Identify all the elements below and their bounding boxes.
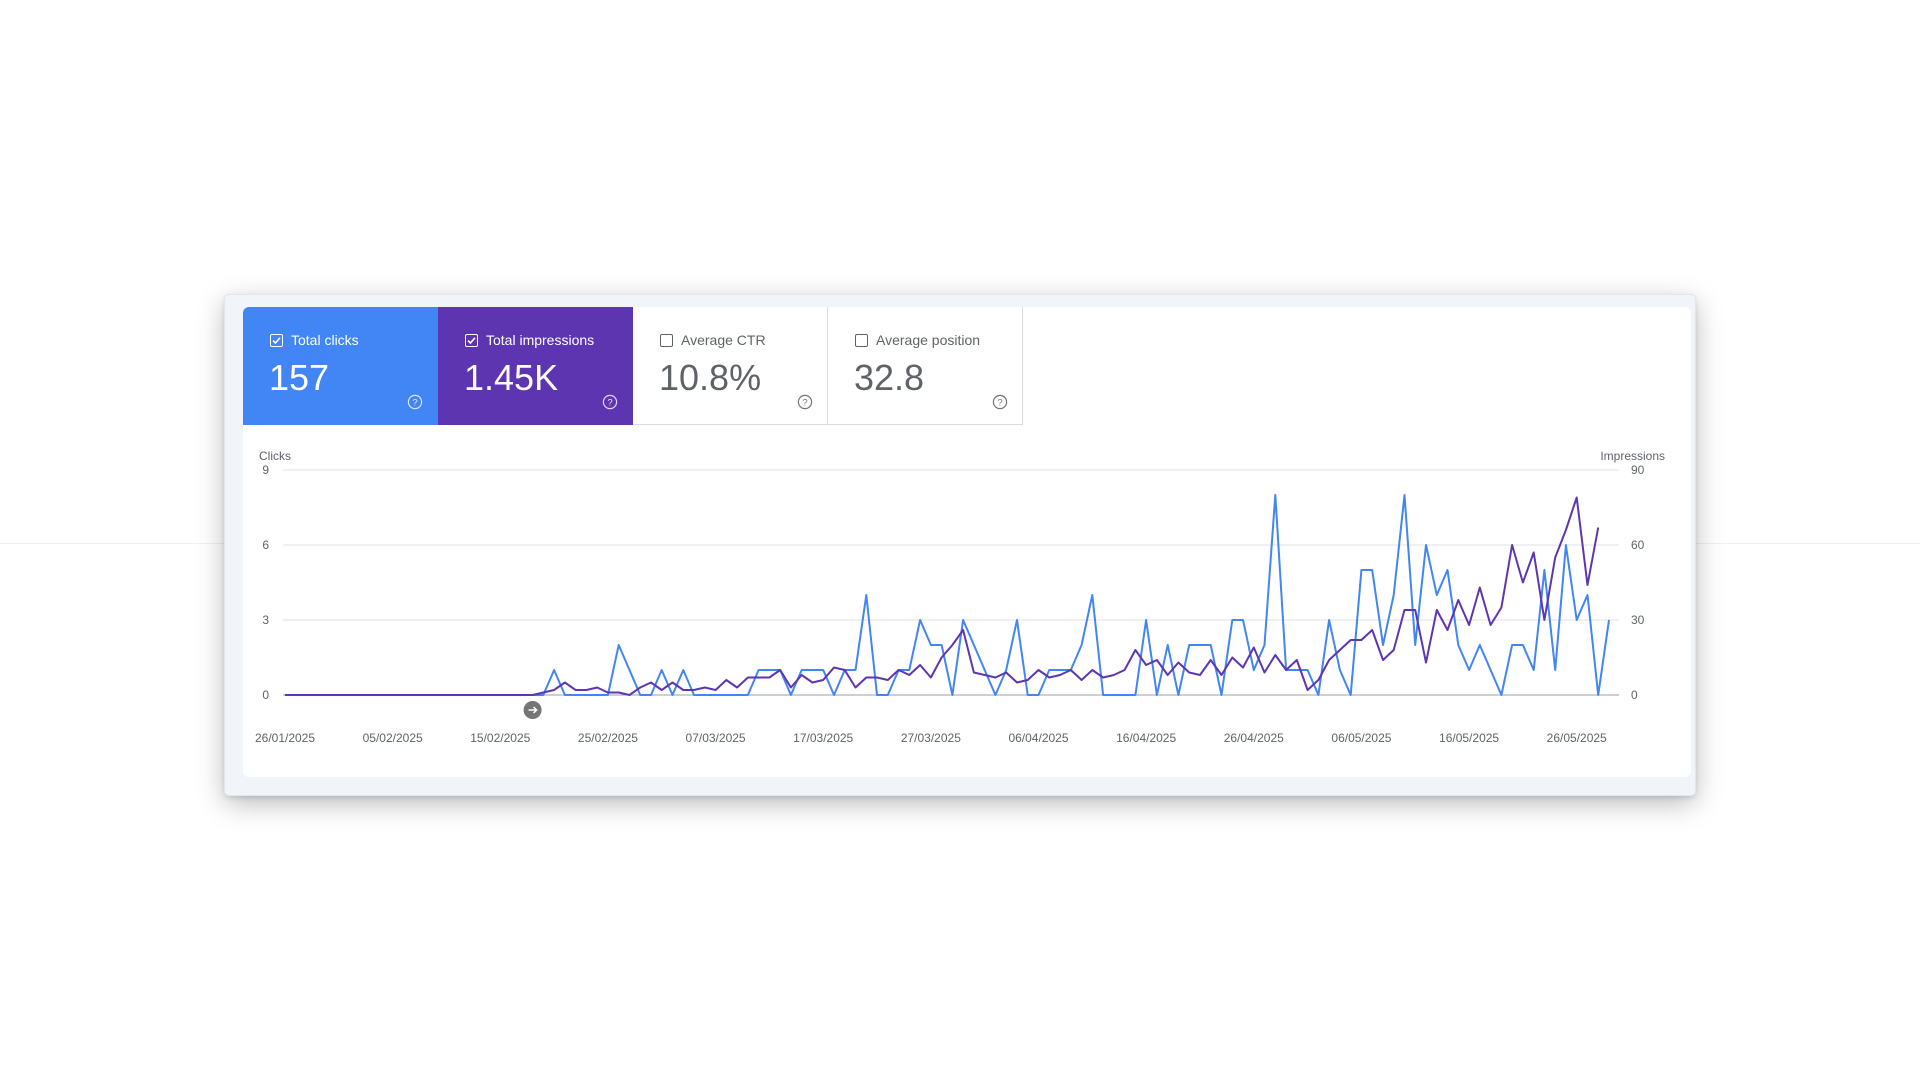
x-tick-label: 06/05/2025 — [1331, 731, 1391, 745]
x-tick-label: 26/04/2025 — [1224, 731, 1284, 745]
checkbox-icon[interactable] — [660, 334, 673, 347]
chart-lines — [285, 494, 1610, 696]
svg-text:?: ? — [607, 397, 612, 408]
help-circle-icon[interactable]: ? — [407, 394, 423, 410]
y-left-ticks: 0 3 6 9 — [262, 463, 269, 702]
checkbox-icon[interactable] — [270, 334, 283, 347]
chart-annotation[interactable] — [523, 701, 542, 719]
y-right-tick-label: 60 — [1631, 538, 1645, 552]
tile-label: Total clicks — [291, 332, 359, 348]
performance-chart: Clicks Impressions 0 3 6 9 0 30 60 90 26/01/20… — [255, 449, 1665, 745]
tile-value: 32.8 — [854, 357, 925, 398]
y-right-tick-label: 0 — [1631, 688, 1638, 702]
tile-value: 10.8% — [659, 357, 762, 398]
chart-grid — [283, 469, 1619, 696]
tile-label: Total impressions — [486, 332, 595, 348]
x-tick-label: 25/02/2025 — [578, 731, 638, 745]
tile-average-ctr[interactable]: Average CTR 10.8% ? — [633, 307, 828, 425]
impressions-series-line — [285, 496, 1600, 696]
tile-value: 157 — [269, 357, 330, 398]
clicks-series-line — [285, 494, 1610, 696]
tile-label: Average position — [876, 332, 981, 348]
x-tick-label: 27/03/2025 — [901, 731, 961, 745]
help-circle-icon[interactable]: ? — [602, 394, 618, 410]
help-circle-icon[interactable]: ? — [992, 394, 1008, 410]
x-axis-ticks: 26/01/2025 05/02/2025 15/02/2025 25/02/2025… — [255, 731, 1607, 745]
y-right-axis-title: Impressions — [1600, 449, 1665, 463]
y-left-tick-label: 9 — [262, 463, 269, 477]
x-tick-label: 16/04/2025 — [1116, 731, 1176, 745]
tile-label: Average CTR — [681, 332, 766, 348]
tile-total-impressions[interactable]: Total impressions 1.45K ? — [438, 307, 633, 425]
x-tick-label: 26/05/2025 — [1547, 731, 1607, 745]
svg-text:?: ? — [412, 397, 417, 408]
x-tick-label: 26/01/2025 — [255, 731, 315, 745]
tile-value: 1.45K — [464, 357, 559, 398]
x-tick-label: 16/05/2025 — [1439, 731, 1499, 745]
arrow-glyph — [528, 706, 538, 714]
y-right-ticks: 0 30 60 90 — [1631, 463, 1645, 702]
svg-text:?: ? — [997, 397, 1002, 408]
y-right-tick-label: 90 — [1631, 463, 1645, 477]
tile-total-clicks[interactable]: Total clicks 157 ? — [243, 307, 438, 425]
x-tick-label: 06/04/2025 — [1008, 731, 1068, 745]
x-tick-label: 05/02/2025 — [363, 731, 423, 745]
y-right-tick-label: 30 — [1631, 613, 1645, 627]
x-tick-label: 15/02/2025 — [470, 731, 530, 745]
y-left-tick-label: 0 — [262, 688, 269, 702]
help-circle-icon[interactable]: ? — [797, 394, 813, 410]
svg-text:?: ? — [802, 397, 807, 408]
performance-card: Total clicks 157 ? Total impressions 1.4… — [243, 307, 1691, 777]
y-left-axis-title: Clicks — [259, 449, 291, 463]
checkbox-icon[interactable] — [855, 334, 868, 347]
checkbox-icon[interactable] — [465, 334, 478, 347]
x-tick-label: 07/03/2025 — [686, 731, 746, 745]
performance-panel: Total clicks 157 ? Total impressions 1.4… — [225, 295, 1695, 795]
metric-tiles: Total clicks 157 ? Total impressions 1.4… — [243, 307, 1023, 425]
tile-average-position[interactable]: Average position 32.8 ? — [828, 307, 1023, 425]
x-tick-label: 17/03/2025 — [793, 731, 853, 745]
y-left-tick-label: 3 — [262, 613, 269, 627]
y-left-tick-label: 6 — [262, 538, 269, 552]
